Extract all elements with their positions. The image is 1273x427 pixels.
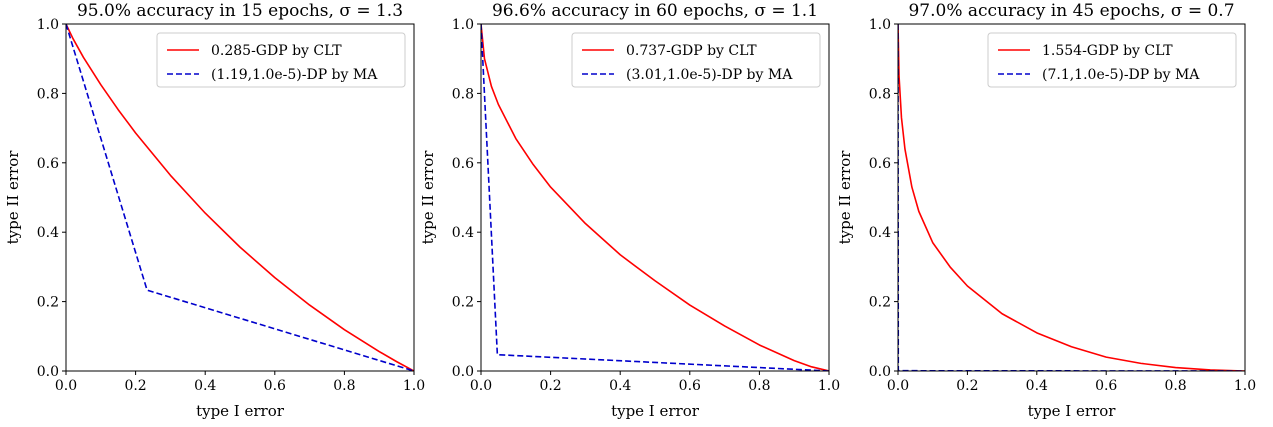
x-tick-label: 0.0	[55, 378, 77, 394]
legend-label: 0.737-GDP by CLT	[626, 43, 757, 59]
y-axis-label: type II error	[4, 150, 22, 245]
legend-label: 1.554-GDP by CLT	[1042, 43, 1173, 59]
x-tick-label: 0.4	[194, 378, 216, 394]
y-tick-label: 0.8	[869, 86, 891, 102]
x-tick-label: 1.0	[403, 378, 425, 394]
x-tick-label: 1.0	[1234, 378, 1256, 394]
y-tick-label: 0.0	[869, 364, 891, 380]
series-line-2	[481, 24, 829, 371]
chart-panel-3: 97.0% accuracy in 45 epochs, σ = 0.70.0 0…	[836, 1, 1256, 420]
y-tick-label: 0.6	[452, 156, 474, 172]
chart-title: 96.6% accuracy in 60 epochs, σ = 1.1	[492, 1, 818, 21]
x-tick-label: 1.0	[818, 378, 840, 394]
y-tick-label: 0.8	[37, 86, 59, 102]
y-tick-label: 0.4	[37, 225, 59, 241]
y-tick-label: 0.4	[869, 225, 891, 241]
legend-label: (7.1,1.0e-5)-DP by MA	[1042, 67, 1200, 83]
series-line-1	[481, 24, 829, 371]
legend-label: 0.285-GDP by CLT	[211, 43, 342, 59]
y-tick-label: 0.0	[452, 364, 474, 380]
axes-frame	[65, 23, 415, 372]
x-tick-label: 0.4	[1026, 378, 1048, 394]
x-tick-label: 0.8	[333, 378, 355, 394]
x-axis-label: type I error	[196, 402, 285, 420]
series-line-2	[66, 24, 414, 371]
chart-panel-1: 95.0% accuracy in 15 epochs, σ = 1.30.0 0…	[4, 1, 425, 420]
x-tick-label: 0.2	[124, 378, 146, 394]
legend-box	[987, 32, 1237, 88]
y-tick-label: 0.2	[869, 295, 891, 311]
x-tick-label: 0.0	[470, 378, 492, 394]
y-axis-label: type II error	[419, 150, 437, 245]
y-tick-label: 1.0	[869, 17, 891, 33]
series-line-1	[898, 24, 1245, 371]
legend-label: (1.19,1.0e-5)-DP by MA	[211, 67, 378, 83]
legend-box	[156, 32, 406, 88]
y-tick-label: 0.8	[452, 86, 474, 102]
x-tick-label: 0.6	[679, 378, 701, 394]
x-tick-label: 0.8	[748, 378, 770, 394]
legend-label: (3.01,1.0e-5)-DP by MA	[626, 67, 793, 83]
x-tick-label: 0.6	[1095, 378, 1117, 394]
axes-frame	[897, 23, 1246, 372]
x-tick-label: 0.4	[609, 378, 631, 394]
series-line-1	[66, 24, 414, 371]
y-tick-label: 1.0	[452, 17, 474, 33]
x-axis-label: type I error	[1028, 402, 1117, 420]
x-tick-label: 0.2	[539, 378, 561, 394]
axes-frame	[480, 23, 830, 372]
y-tick-label: 0.6	[37, 156, 59, 172]
y-tick-label: 0.6	[869, 156, 891, 172]
legend: 0.285-GDP by CLT (1.19,1.0e-5)-DP by MA	[156, 32, 406, 88]
chart-title: 95.0% accuracy in 15 epochs, σ = 1.3	[77, 1, 403, 21]
x-tick-label: 0.6	[264, 378, 286, 394]
chart-title: 97.0% accuracy in 45 epochs, σ = 0.7	[908, 1, 1234, 21]
y-axis-label: type II error	[836, 150, 854, 245]
legend-box	[571, 32, 821, 88]
x-tick-label: 0.8	[1164, 378, 1186, 394]
legend: 1.554-GDP by CLT (7.1,1.0e-5)-DP by MA	[987, 32, 1237, 88]
legend: 0.737-GDP by CLT (3.01,1.0e-5)-DP by MA	[571, 32, 821, 88]
x-tick-label: 0.2	[956, 378, 978, 394]
chart-panel-2: 96.6% accuracy in 60 epochs, σ = 1.10.0 0…	[419, 1, 840, 420]
y-tick-label: 0.2	[37, 295, 59, 311]
x-tick-label: 0.0	[887, 378, 909, 394]
y-tick-label: 0.0	[37, 364, 59, 380]
x-axis-label: type I error	[611, 402, 700, 420]
y-tick-label: 0.4	[452, 225, 474, 241]
y-tick-label: 1.0	[37, 17, 59, 33]
y-tick-label: 0.2	[452, 295, 474, 311]
